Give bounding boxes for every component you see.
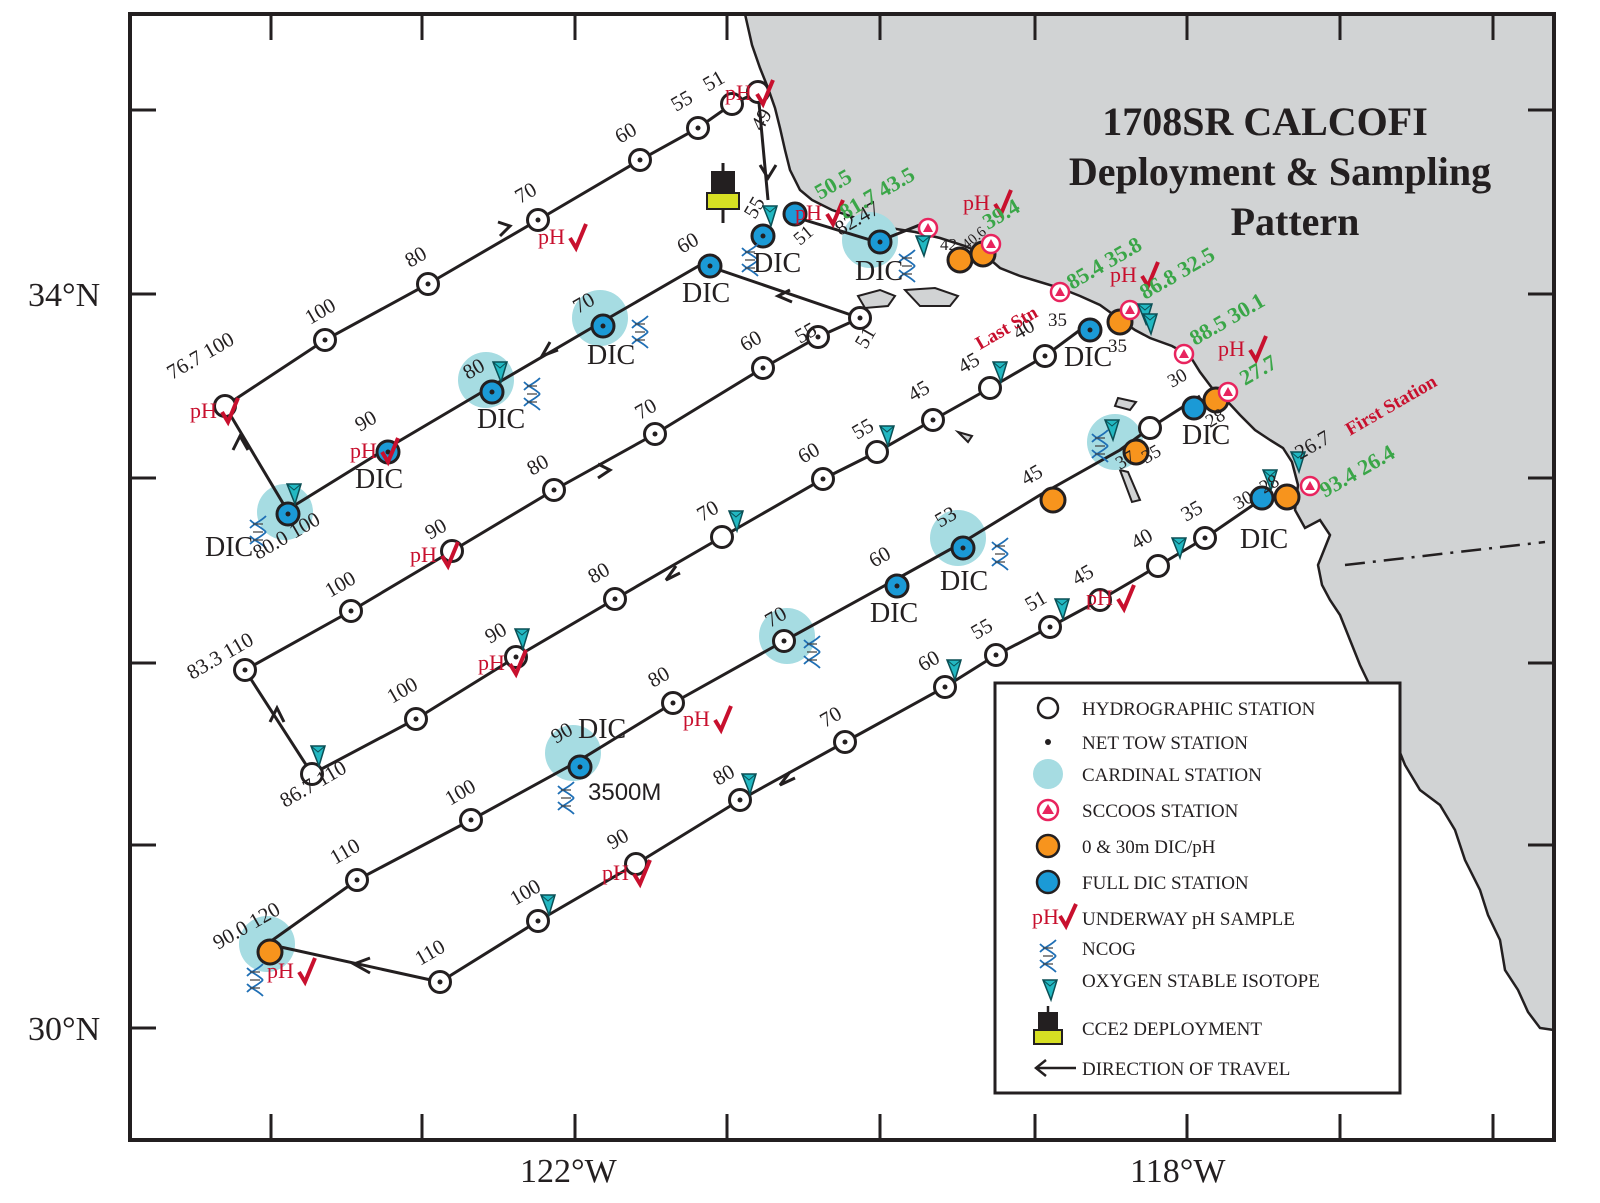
- svg-text:pH: pH: [725, 80, 752, 105]
- svg-text:pH: pH: [538, 224, 565, 249]
- legend-label-sccoos: SCCOOS STATION: [1082, 801, 1239, 822]
- legend-label-ph: UNDERWAY pH SAMPLE: [1082, 909, 1295, 930]
- cardinal-disc-icon: [1033, 759, 1063, 789]
- legend-box: [993, 681, 1402, 1095]
- ph-check-icon: pH: [1032, 903, 1078, 931]
- title-line-1: 1708SR CALCOFI: [1102, 99, 1428, 144]
- title-line-3: Pattern: [1231, 199, 1360, 244]
- arrow-left-icon: [1033, 1059, 1076, 1077]
- sccoos-triangle-icon: [1036, 798, 1060, 822]
- svg-text:DIC: DIC: [855, 256, 903, 287]
- svg-text:pH: pH: [602, 860, 629, 885]
- legend-label-hydrographic: HYDROGRAPHIC STATION: [1082, 699, 1316, 720]
- sccoos-stations: [917, 217, 1321, 497]
- svg-text:DIC: DIC: [587, 340, 635, 371]
- island: [1113, 396, 1138, 412]
- svg-text:35: 35: [1108, 336, 1127, 357]
- svg-text:DIC: DIC: [1182, 420, 1230, 451]
- svg-text:DIC: DIC: [940, 566, 988, 597]
- net-tow-dots: [242, 125, 1208, 985]
- legend-label-cce2: CCE2 DEPLOYMENT: [1082, 1019, 1262, 1040]
- svg-text:35: 35: [1048, 310, 1067, 331]
- buoy-icon: [1033, 1006, 1063, 1045]
- island: [1118, 468, 1142, 504]
- svg-text:DIC: DIC: [355, 464, 403, 495]
- island: [954, 429, 974, 444]
- svg-text:DIC: DIC: [1240, 524, 1288, 555]
- legend-label-full-dic: FULL DIC STATION: [1082, 873, 1249, 894]
- svg-text:pH: pH: [410, 542, 437, 567]
- svg-text:pH: pH: [1218, 336, 1245, 361]
- svg-text:pH: pH: [1110, 262, 1137, 287]
- svg-text:pH: pH: [350, 438, 377, 463]
- dic-labels: DIC DIC DIC DIC DIC DIC DIC DIC DIC DIC …: [205, 248, 1288, 745]
- svg-text:pH: pH: [478, 650, 505, 675]
- dic-ph-30m-stations: [256, 240, 1301, 966]
- map-frame: [128, 12, 1556, 1142]
- lon-label-118w: 118°W: [1130, 1153, 1226, 1190]
- legend-label-dic-ph: 0 & 30m DIC/pH: [1082, 837, 1216, 858]
- island: [902, 286, 960, 307]
- svg-text:pH: pH: [1086, 585, 1113, 610]
- legend-label-net-tow: NET TOW STATION: [1082, 733, 1248, 754]
- dic-station-dots: [285, 233, 1093, 770]
- hydrographic-circle-icon: [1036, 696, 1060, 720]
- legend-label-direction: DIRECTION OF TRAVEL: [1082, 1059, 1290, 1080]
- cce2-buoy-icon: [706, 163, 740, 223]
- lat-label-30n: 30°N: [28, 1011, 100, 1048]
- lat-label-34n: 34°N: [28, 277, 100, 314]
- legend-label-isotope: OXYGEN STABLE ISOTOPE: [1082, 971, 1320, 992]
- svg-text:pH: pH: [1032, 904, 1059, 929]
- title-line-2: Deployment & Sampling: [1069, 149, 1491, 194]
- svg-text:DIC: DIC: [1064, 342, 1112, 373]
- ph-markers: pH pH pH pH pH pH pH pH pH pH pH pH pH p…: [190, 79, 1268, 987]
- orange-station-icon: [1035, 833, 1061, 859]
- blue-station-icon: [1035, 869, 1061, 895]
- svg-text:pH: pH: [795, 200, 822, 225]
- svg-text:pH: pH: [190, 398, 217, 423]
- legend: HYDROGRAPHIC STATION NET TOW STATION CAR…: [993, 681, 1402, 1095]
- svg-text:DIC: DIC: [753, 248, 801, 279]
- net-tow-dot-icon: [1045, 739, 1051, 745]
- svg-text:DIC: DIC: [682, 278, 730, 309]
- svg-text:pH: pH: [963, 190, 990, 215]
- island: [856, 288, 897, 310]
- direction-arrows: [231, 164, 796, 975]
- legend-label-cardinal: CARDINAL STATION: [1082, 765, 1262, 786]
- land-california: [743, 12, 1556, 1032]
- svg-text:DIC: DIC: [578, 714, 626, 745]
- legend-label-ncog: NCOG: [1082, 939, 1136, 960]
- axis-ticks: [130, 14, 1554, 1140]
- lon-label-122w: 122°W: [520, 1153, 618, 1190]
- svg-text:DIC: DIC: [205, 532, 253, 563]
- svg-text:42: 42: [940, 235, 957, 254]
- svg-text:DIC: DIC: [477, 404, 525, 435]
- border-line: [1344, 540, 1546, 567]
- depth-label: 3500M: [588, 779, 661, 806]
- svg-text:pH: pH: [267, 958, 294, 983]
- svg-text:DIC: DIC: [870, 598, 918, 629]
- svg-text:pH: pH: [683, 706, 710, 731]
